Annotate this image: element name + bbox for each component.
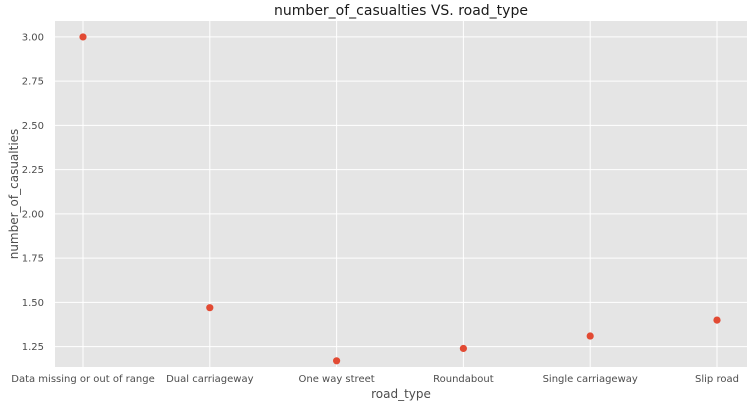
data-point (586, 332, 594, 340)
y-tick-label: 2.25 (22, 165, 44, 176)
data-point (333, 357, 341, 365)
x-tick-label: Roundabout (433, 374, 494, 385)
y-tick-label: 3.00 (22, 32, 44, 43)
plot-area (55, 21, 747, 367)
x-tick-labels: Data missing or out of range Dual carriag… (11, 374, 739, 385)
x-tick-label: Slip road (695, 374, 739, 385)
y-axis-label: number_of_casualties (7, 129, 21, 260)
y-tick-label: 1.50 (22, 298, 44, 309)
x-tick-label: One way street (298, 374, 374, 385)
x-axis-label: road_type (371, 387, 431, 401)
y-tick-labels: 1.25 1.50 1.75 2.00 2.25 2.50 2.75 3.00 (22, 32, 44, 353)
data-point (79, 33, 87, 41)
y-tick-label: 1.75 (22, 254, 44, 265)
data-point (206, 304, 214, 312)
data-points (79, 33, 721, 365)
y-tick-label: 2.75 (22, 77, 44, 88)
chart-title: number_of_casualties VS. road_type (274, 3, 528, 19)
x-tick-label: Dual carriageway (166, 374, 254, 385)
y-tick-label: 2.00 (22, 209, 44, 220)
y-gridlines (55, 36, 747, 348)
data-point (459, 344, 467, 353)
data-point (713, 316, 721, 324)
x-tick-label: Data missing or out of range (11, 374, 155, 385)
y-tick-label: 2.50 (22, 121, 44, 132)
x-tick-label: Single carriageway (543, 374, 638, 385)
y-tick-label: 1.25 (22, 342, 44, 353)
